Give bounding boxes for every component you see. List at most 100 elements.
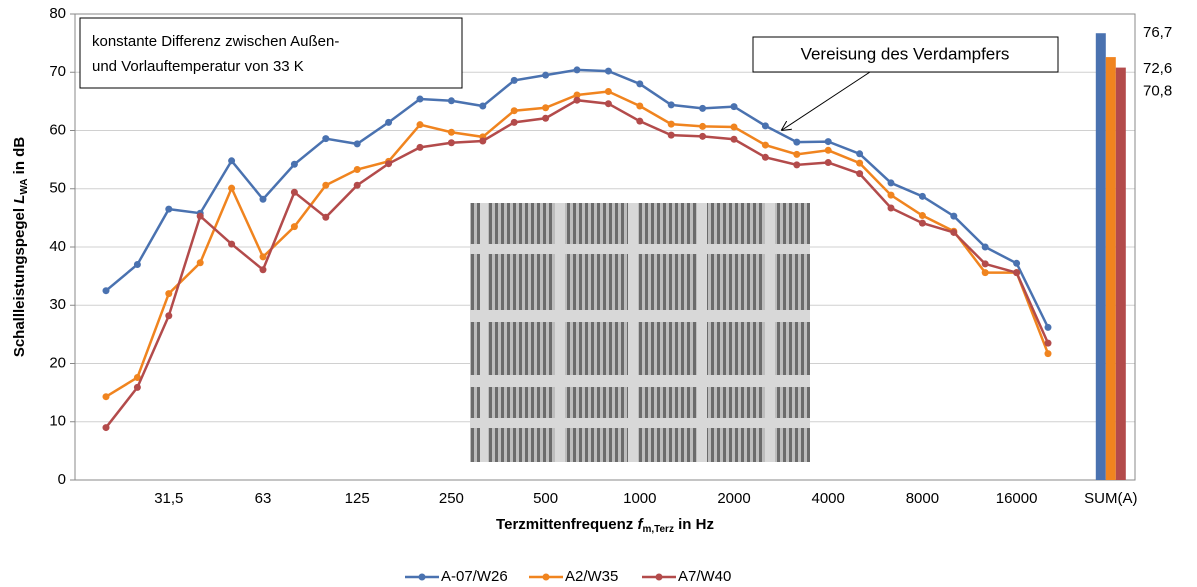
point — [730, 135, 738, 143]
point — [353, 140, 361, 148]
point — [1013, 269, 1021, 277]
callout: Vereisung des Verdampfers — [752, 36, 1059, 130]
point — [918, 192, 926, 200]
annotation-box: konstante Differenz zwischen Außen- und … — [79, 17, 463, 89]
point — [604, 87, 612, 95]
point — [856, 150, 864, 158]
point — [385, 118, 393, 126]
point — [761, 122, 769, 130]
point — [133, 383, 141, 391]
point — [887, 179, 895, 187]
point — [353, 166, 361, 174]
point — [510, 118, 518, 126]
point — [573, 91, 581, 99]
point — [667, 101, 675, 109]
point — [165, 290, 173, 298]
point — [479, 102, 487, 110]
point — [259, 266, 267, 274]
point — [730, 103, 738, 111]
sum-label: 72,6 — [1143, 60, 1172, 77]
point — [824, 159, 832, 167]
point — [887, 204, 895, 212]
y-tick-label: 60 — [49, 121, 66, 138]
point — [636, 117, 644, 125]
point — [447, 97, 455, 105]
y-tick-label: 40 — [49, 238, 66, 255]
point — [385, 160, 393, 168]
point — [542, 104, 550, 112]
annotation: konstante Differenz zwischen Außen- — [92, 33, 339, 50]
x-tick-label: SUM(A) — [1084, 490, 1137, 507]
x-tick-label: 4000 — [812, 490, 845, 507]
point — [793, 138, 801, 146]
point — [479, 137, 487, 145]
point — [1044, 339, 1052, 347]
legend-label: A2/W35 — [565, 568, 618, 585]
point — [699, 132, 707, 140]
x-tick-label: 8000 — [906, 490, 939, 507]
point — [856, 159, 864, 167]
x-tick-label: 250 — [439, 490, 464, 507]
legend-marker — [418, 573, 426, 581]
point — [604, 100, 612, 108]
point — [667, 120, 675, 128]
point — [322, 181, 330, 189]
point — [133, 260, 141, 268]
sum-bar — [1115, 67, 1126, 480]
point — [102, 393, 110, 401]
y-tick-label: 30 — [49, 296, 66, 313]
point — [604, 67, 612, 75]
x-axis-title: Terzmittenfrequenz fm,Terz in Hz — [496, 516, 714, 535]
point — [636, 80, 644, 88]
point — [196, 259, 204, 267]
point — [1044, 350, 1052, 358]
point — [416, 121, 424, 129]
point — [102, 287, 110, 295]
y-tick-label: 70 — [49, 63, 66, 80]
point — [730, 123, 738, 131]
point — [228, 157, 236, 165]
point — [542, 71, 550, 79]
point — [102, 424, 110, 432]
point — [447, 128, 455, 136]
point — [290, 188, 298, 196]
annotation: Vereisung des Verdampfers — [801, 44, 1010, 63]
point — [542, 114, 550, 122]
point — [447, 139, 455, 147]
point — [165, 205, 173, 213]
x-tick-label: 125 — [345, 490, 370, 507]
point — [259, 253, 267, 261]
legend-marker — [542, 573, 550, 581]
point — [950, 228, 958, 236]
legend-label: A-07/W26 — [441, 568, 508, 585]
point — [416, 95, 424, 103]
y-tick-label: 10 — [49, 413, 66, 430]
point — [699, 104, 707, 112]
point — [1013, 259, 1021, 267]
y-tick-label: 80 — [49, 5, 66, 22]
x-tick-label: 63 — [255, 490, 272, 507]
sum-bar — [1105, 57, 1116, 480]
inset-photo — [470, 203, 810, 462]
point — [793, 150, 801, 158]
x-tick-label: 500 — [533, 490, 558, 507]
y-tick-label: 0 — [58, 471, 66, 488]
point — [950, 212, 958, 220]
point — [510, 107, 518, 115]
annotation: und Vorlauftemperatur von 33 K — [92, 58, 304, 75]
point — [290, 223, 298, 231]
point — [887, 191, 895, 199]
point — [1044, 323, 1052, 331]
point — [259, 195, 267, 203]
point — [981, 260, 989, 268]
legend: A-07/W26 A2/W35 A7/W40 — [405, 568, 731, 585]
point — [290, 160, 298, 168]
point — [856, 170, 864, 178]
legend-marker — [655, 573, 663, 581]
y-tick-label: 50 — [49, 180, 66, 197]
x-tick-label: 2000 — [717, 490, 750, 507]
point — [353, 181, 361, 189]
point — [793, 161, 801, 169]
point — [636, 102, 644, 110]
